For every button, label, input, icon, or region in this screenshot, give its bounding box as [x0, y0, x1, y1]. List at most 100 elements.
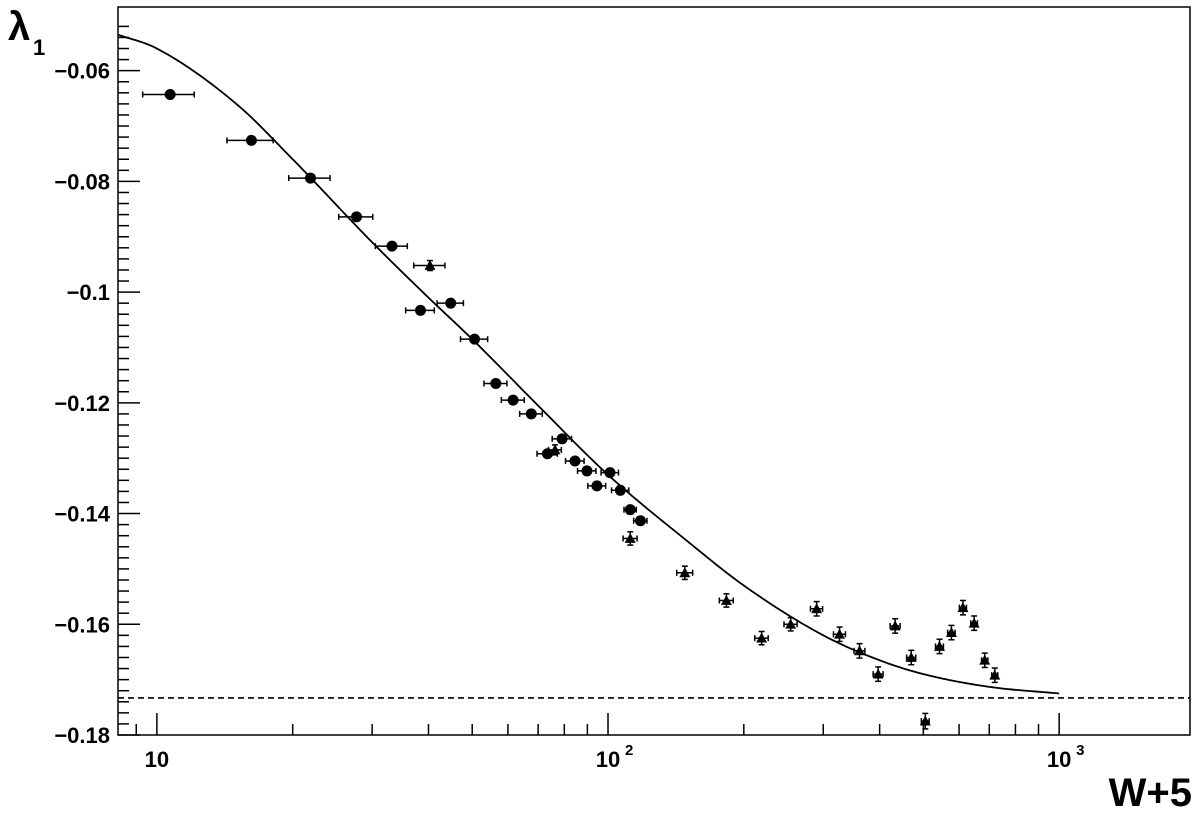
data-point-triangle	[718, 593, 735, 608]
triangle-marker	[785, 618, 797, 629]
circle-marker	[164, 88, 176, 100]
triangle-marker	[957, 602, 969, 613]
triangle-marker	[720, 594, 732, 605]
circle-marker	[445, 297, 457, 309]
data-point-circle	[459, 333, 489, 345]
triangle-marker	[624, 532, 636, 543]
data-point-circle	[287, 172, 331, 184]
y-tick-label: −0.06	[54, 59, 110, 84]
circle-marker	[604, 467, 616, 479]
triangle-marker	[872, 668, 884, 679]
y-axis-label: λ	[8, 5, 30, 49]
data-point-triangle	[989, 667, 1001, 684]
data-point-circle	[483, 377, 508, 389]
circle-marker	[304, 172, 316, 184]
data-point-circle	[337, 211, 374, 223]
data-point-triangle	[979, 652, 991, 669]
data-point-triangle	[675, 565, 694, 581]
triangle-marker	[968, 617, 980, 628]
x-tick-exponent: 2	[625, 742, 633, 759]
data-point-triangle	[968, 615, 980, 632]
triangle-marker	[919, 715, 931, 726]
circle-marker	[245, 134, 257, 146]
data-point-triangle	[754, 630, 769, 646]
circle-marker	[525, 408, 537, 420]
circle-marker	[591, 480, 603, 492]
circle-marker	[351, 211, 363, 223]
data-point-triangle	[832, 626, 847, 643]
triangle-marker	[424, 260, 436, 270]
data-point-triangle	[622, 531, 638, 546]
triangle-marker	[679, 567, 691, 578]
circle-marker	[556, 433, 568, 445]
data-point-circle	[226, 134, 274, 146]
x-axis-label: W+5	[1109, 771, 1192, 813]
data-point-circle	[551, 433, 573, 445]
y-tick-label: −0.08	[54, 169, 110, 194]
data-point-circle	[587, 480, 607, 492]
data-point-circle	[610, 484, 630, 496]
data-point-circle	[623, 504, 638, 516]
x-tick-label: 10	[596, 747, 620, 772]
circle-marker	[569, 455, 581, 467]
fit-curve	[117, 33, 1060, 695]
data-point-triangle	[889, 617, 901, 634]
data-point-circle	[632, 515, 648, 527]
data-point-circle	[500, 394, 525, 406]
triangle-marker	[811, 603, 823, 614]
y-tick-label: −0.18	[54, 723, 110, 748]
data-point-circle	[576, 465, 597, 477]
data-point-triangle	[945, 624, 957, 641]
axis-ticks	[118, 25, 1060, 736]
y-tick-label: −0.12	[54, 391, 110, 416]
data-point-triangle	[412, 259, 446, 272]
data-point-circle	[600, 467, 620, 479]
triangle-marker	[945, 627, 957, 637]
circle-marker	[414, 304, 426, 316]
triangle-marker	[889, 620, 901, 631]
triangle-marker	[549, 444, 561, 455]
data-point-triangle	[853, 642, 866, 659]
x-tick-label: 10	[1047, 747, 1071, 772]
data-point-triangle	[934, 638, 946, 655]
triangle-marker	[854, 645, 866, 656]
x-tick-label: 10	[145, 747, 169, 772]
fit-curve-layer	[117, 33, 1190, 699]
circle-marker	[624, 504, 636, 516]
y-tick-label: −0.14	[54, 502, 110, 527]
circle-marker	[541, 448, 553, 460]
circle-marker	[386, 240, 398, 252]
circle-marker	[581, 465, 593, 477]
y-tick-label: −0.16	[54, 612, 110, 637]
data-point-triangle	[783, 616, 798, 632]
triangle-marker	[934, 640, 946, 651]
data-point-circle	[141, 88, 195, 100]
plot-frame	[117, 6, 1191, 736]
data-point-triangle	[919, 712, 931, 730]
data-point-circle	[518, 408, 544, 420]
triangle-marker	[756, 632, 768, 643]
y-axis-label-subscript: 1	[33, 35, 45, 60]
data-point-triangle	[547, 444, 563, 456]
data-point-triangle	[872, 666, 884, 683]
circle-marker	[469, 333, 481, 345]
circle-marker	[507, 394, 519, 406]
x-tick-exponent: 3	[1076, 742, 1084, 759]
data-point-circle	[564, 455, 585, 467]
data-point-circle	[404, 304, 436, 316]
triangle-marker	[989, 669, 1001, 680]
data-points-layer	[141, 88, 1001, 730]
data-point-circle	[436, 297, 465, 309]
circle-marker	[614, 484, 626, 496]
data-point-triangle	[957, 599, 969, 616]
data-point-circle	[374, 240, 409, 252]
triangle-marker	[979, 654, 991, 665]
circle-marker	[490, 377, 502, 389]
data-point-triangle	[905, 649, 917, 666]
triangle-marker	[834, 628, 846, 639]
triangle-marker	[905, 651, 917, 662]
circle-marker	[634, 515, 646, 527]
data-point-triangle	[809, 600, 824, 617]
